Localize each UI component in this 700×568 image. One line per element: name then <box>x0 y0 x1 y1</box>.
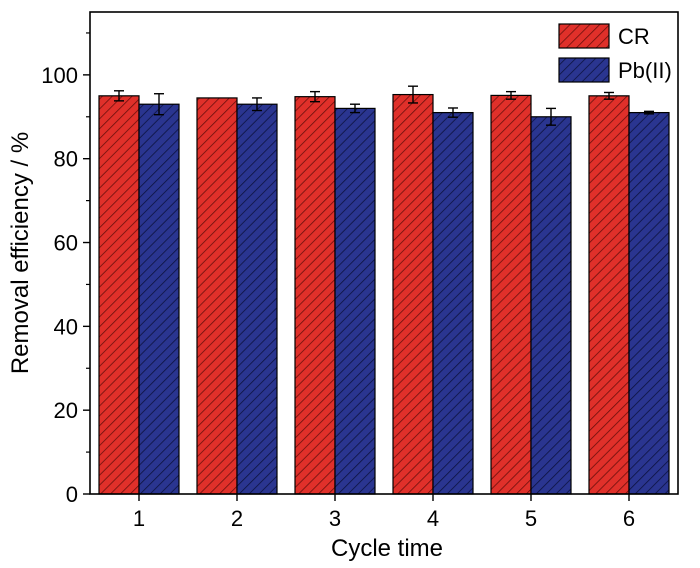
bar-cr-cycle-1 <box>98 95 140 495</box>
y-tick-label-0: 0 <box>66 482 78 507</box>
bar-pbii-cycle-5 <box>530 116 572 495</box>
y-tick-label-60: 60 <box>54 231 78 256</box>
error-bar-pbii-cycle-6 <box>644 110 654 115</box>
bar-pbii-cycle-6 <box>628 111 670 495</box>
plot-frame <box>89 11 679 495</box>
y-tick-label-100: 100 <box>41 63 78 88</box>
bar-pbii-cycle-1 <box>138 103 180 495</box>
bar-cr-cycle-4 <box>392 93 434 495</box>
y-tick-label-40: 40 <box>54 314 78 339</box>
error-bar-pbii-cycle-3 <box>350 103 360 114</box>
error-bars-group <box>114 85 654 126</box>
error-bar-cr-cycle-3 <box>310 90 320 103</box>
error-bar-cr-cycle-6 <box>604 91 614 100</box>
error-bar-cr-cycle-5 <box>506 90 516 100</box>
error-bar-pbii-cycle-5 <box>546 107 556 126</box>
y-tick-label-20: 20 <box>54 398 78 423</box>
x-axis-title: Cycle time <box>331 535 443 562</box>
error-bar-pbii-cycle-2 <box>252 97 262 112</box>
legend: CR Pb(II) <box>558 23 672 83</box>
x-tick-label-1: 1 <box>133 506 145 531</box>
bar-pbii-cycle-4 <box>432 111 474 495</box>
x-tick-label-4: 4 <box>427 506 439 531</box>
legend-label-cr: CR <box>618 24 650 49</box>
bar-pbii-cycle-2 <box>236 103 278 495</box>
legend-swatch-pb <box>558 57 610 83</box>
legend-swatch-cr <box>558 23 610 49</box>
error-bar-pbii-cycle-1 <box>154 93 164 116</box>
y-axis-title: Removal efficiency / % <box>7 132 34 374</box>
bar-cr-cycle-3 <box>294 96 336 495</box>
y-tick-label-80: 80 <box>54 147 78 172</box>
bar-cr-cycle-6 <box>588 95 630 495</box>
error-bar-pbii-cycle-4 <box>448 107 458 118</box>
error-bar-cr-cycle-4 <box>408 85 418 104</box>
legend-label-pb: Pb(II) <box>618 58 672 83</box>
bar-cr-cycle-5 <box>490 94 532 495</box>
bars-group <box>98 93 670 495</box>
x-tick-label-5: 5 <box>525 506 537 531</box>
bar-cr-cycle-2 <box>196 97 238 495</box>
bar-pbii-cycle-3 <box>334 107 376 495</box>
x-tick-label-6: 6 <box>623 506 635 531</box>
x-tick-label-3: 3 <box>329 506 341 531</box>
error-bar-cr-cycle-1 <box>114 90 124 102</box>
x-tick-label-2: 2 <box>231 506 243 531</box>
